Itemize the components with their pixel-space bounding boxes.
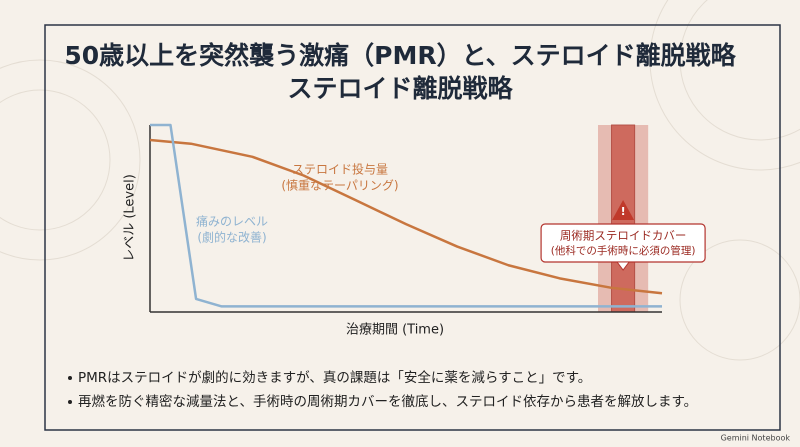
series-line bbox=[149, 138, 663, 295]
x-axis-label: 治療期間 (Time) bbox=[346, 323, 444, 338]
warning-icon bbox=[612, 200, 635, 220]
callout-note: (他科での手術時に必須の管理) bbox=[551, 244, 696, 257]
title-line: ステロイド離脱戦略 bbox=[287, 74, 513, 103]
series-line bbox=[150, 123, 662, 308]
series-label: ステロイド投与量 bbox=[292, 162, 388, 177]
bullet: PMRはステロイドが劇的に効きますが、真の課題は「安全に薬を減らすこと」です。 bbox=[78, 369, 591, 386]
series-note: (慎重なテーパリング) bbox=[281, 179, 398, 193]
callout-pointer bbox=[616, 261, 631, 271]
series-label: 痛みのレベル bbox=[196, 214, 268, 229]
callout-title: 周術期ステロイドカバー bbox=[560, 229, 687, 243]
warning-mark: ! bbox=[621, 205, 626, 218]
series-note: (劇的な改善) bbox=[197, 230, 266, 245]
title-line: 50歳以上を突然襲う激痛（PMR）と、ステロイド離脱戦略 bbox=[64, 41, 736, 70]
y-axis-label: レベル (Level) bbox=[123, 174, 138, 262]
bullet: 再燃を防ぐ精密な減量法と、手術時の周術期カバーを徹底し、ステロイド依存から患者を… bbox=[78, 393, 697, 410]
decoration bbox=[0, 0, 800, 361]
watermark: Gemini Notebook bbox=[721, 434, 791, 443]
bullet-dot bbox=[68, 400, 72, 404]
frame bbox=[44, 24, 781, 431]
bullet-dot bbox=[68, 376, 72, 380]
